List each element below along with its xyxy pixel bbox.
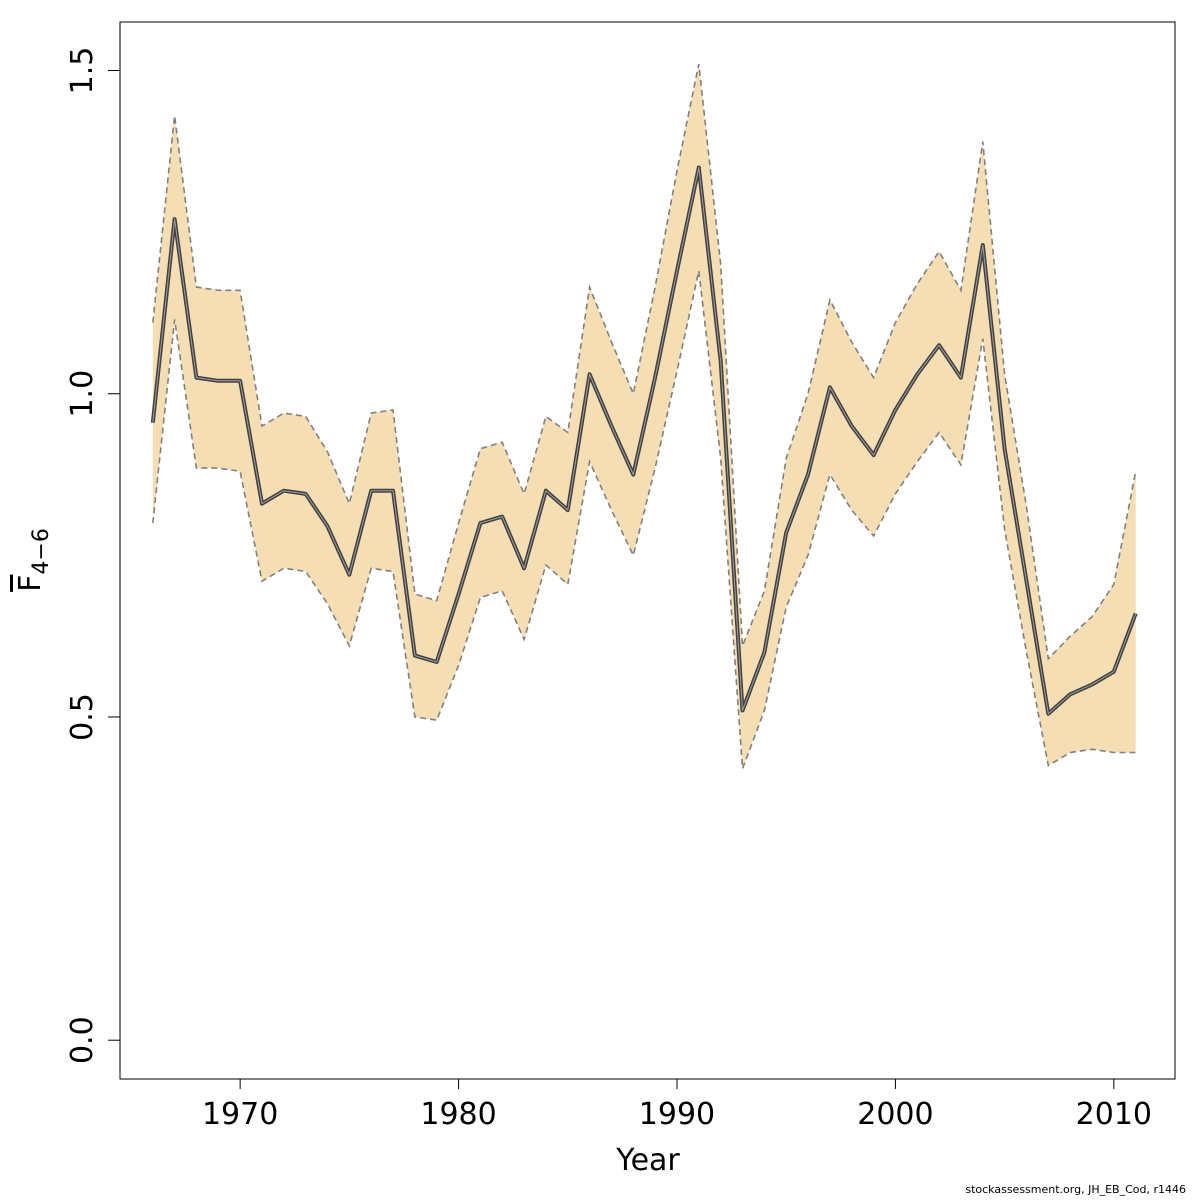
y-axis: 0.0 0.5 1.0 1.5 (65, 47, 120, 1064)
svg-text:F4−6: F4−6 (13, 528, 54, 592)
y-tick-label: 0.0 (65, 1016, 100, 1064)
lower-bound-line (152, 270, 1136, 769)
confidence-band-layer (152, 63, 1137, 769)
x-tick-label: 1970 (202, 1097, 278, 1132)
series-line-layer (150, 165, 1138, 716)
x-tick-label: 2010 (1076, 1097, 1152, 1132)
y-axis-title-main: F (13, 575, 48, 592)
footer-credit: stockassessment.org, JH_EB_Cod, r1446 (965, 1183, 1186, 1196)
x-tick-label: 1980 (420, 1097, 496, 1132)
estimate-line-inner (152, 167, 1137, 715)
x-tick-label: 2000 (857, 1097, 933, 1132)
y-axis-title: F4−6 (13, 528, 54, 592)
upper-bound-line (152, 63, 1137, 661)
y-tick-label: 1.0 (65, 370, 100, 418)
x-axis: 1970 1980 1990 2000 2010 (202, 1079, 1152, 1132)
x-tick-label: 1990 (639, 1097, 715, 1132)
x-axis-title: Year (615, 1143, 680, 1178)
y-tick-label: 1.5 (65, 47, 100, 95)
y-axis-title-sub: 4−6 (29, 528, 54, 574)
confidence-band (152, 64, 1136, 769)
plot-frame (119, 21, 1176, 1080)
y-tick-label: 0.5 (65, 693, 100, 741)
